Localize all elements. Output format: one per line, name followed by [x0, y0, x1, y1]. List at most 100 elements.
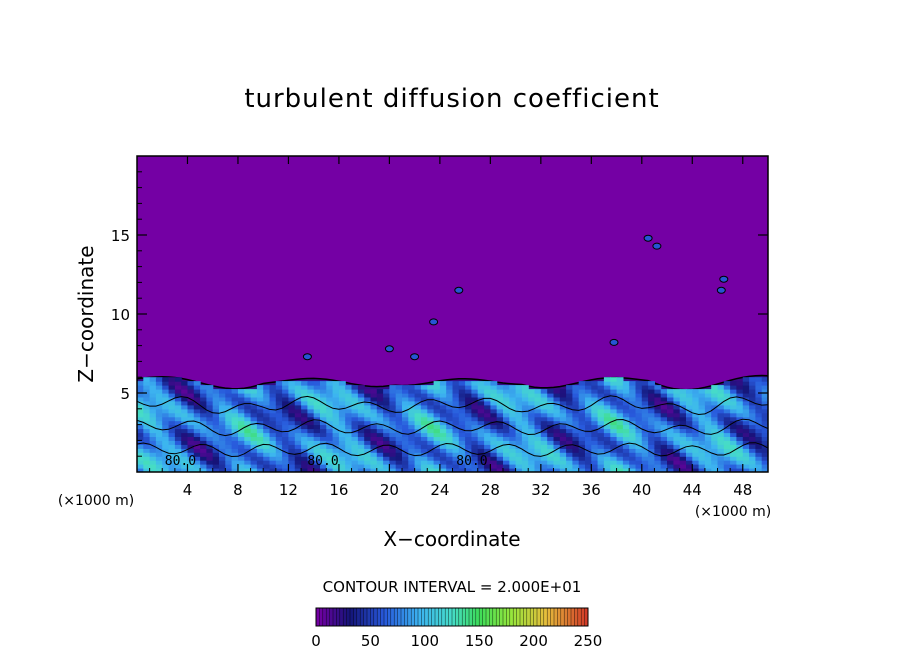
field-cell	[648, 464, 655, 469]
field-cell	[585, 464, 592, 469]
field-cell	[755, 377, 763, 382]
field-cell	[326, 408, 334, 414]
field-cell	[446, 381, 454, 386]
colorbar-tick-label: 200	[519, 632, 548, 650]
field-cell	[484, 436, 491, 441]
field-cell	[711, 468, 719, 472]
field-cell	[187, 393, 195, 398]
field-cell	[238, 428, 245, 434]
field-cell	[345, 416, 353, 422]
field-cell	[206, 464, 214, 469]
field-cell	[193, 424, 201, 430]
y-axis-title: Z−coordinate	[74, 245, 98, 382]
field-cell	[395, 432, 403, 437]
field-cell	[736, 420, 744, 426]
field-cell	[155, 464, 163, 469]
field-cell	[174, 452, 182, 457]
colorbar-segment	[438, 608, 443, 626]
field-cell	[616, 428, 624, 434]
field-cell	[730, 381, 737, 386]
field-cell	[641, 452, 649, 457]
colorbar-segment	[367, 608, 371, 626]
eddy-blob	[652, 242, 662, 250]
field-cell	[484, 381, 491, 386]
field-cell	[263, 416, 271, 422]
field-cell	[755, 468, 763, 472]
field-cell	[534, 460, 542, 465]
field-cell	[294, 460, 302, 465]
field-cell	[238, 400, 245, 406]
field-cell	[143, 436, 151, 441]
field-cell	[193, 393, 201, 398]
field-cell	[174, 460, 182, 465]
field-cell	[332, 416, 340, 422]
field-cell	[616, 393, 624, 398]
field-cell	[540, 440, 548, 445]
field-cell	[578, 452, 586, 457]
field-cell	[402, 396, 409, 402]
field-cell	[717, 408, 725, 414]
field-cell	[711, 404, 719, 410]
field-cell	[698, 400, 706, 406]
field-cell	[294, 464, 302, 469]
field-cell	[256, 389, 264, 394]
field-cell	[149, 468, 157, 472]
field-cell	[667, 468, 674, 472]
field-cell	[313, 412, 321, 418]
field-cell	[427, 444, 435, 449]
field-cell	[503, 393, 510, 398]
field-cell	[503, 452, 510, 457]
field-cell	[477, 412, 485, 418]
field-cell	[326, 464, 334, 469]
field-cell	[603, 428, 611, 434]
field-cell	[376, 436, 384, 441]
field-cell	[585, 385, 592, 390]
field-cell	[250, 428, 258, 434]
field-cell	[566, 440, 573, 445]
field-cell	[326, 468, 334, 472]
field-cell	[553, 416, 561, 422]
field-cell	[521, 416, 529, 422]
field-cell	[433, 381, 441, 386]
contour-labels: 80.0 80.0 80.0	[165, 454, 488, 469]
field-cell	[585, 412, 592, 418]
x-tick-label: 12	[279, 481, 298, 499]
field-cell	[603, 416, 611, 422]
field-cell	[231, 396, 239, 402]
field-cell	[364, 448, 372, 453]
field-cell	[320, 464, 327, 469]
field-cell	[679, 393, 687, 398]
colorbar-segment	[472, 608, 477, 626]
field-cell	[629, 460, 637, 465]
field-cell	[496, 456, 504, 461]
field-cell	[149, 440, 157, 445]
field-cell	[256, 464, 264, 469]
field-cell	[673, 393, 681, 398]
field-cell	[509, 408, 517, 414]
field-cell	[155, 468, 163, 472]
field-cell	[503, 468, 510, 472]
field-cell	[528, 464, 536, 469]
field-cell	[736, 440, 744, 445]
field-cell	[471, 381, 479, 386]
field-cell	[616, 448, 624, 453]
field-cell	[755, 432, 763, 437]
field-cell	[345, 456, 353, 461]
field-cell	[509, 412, 517, 418]
field-cell	[288, 468, 296, 472]
field-cell	[402, 416, 409, 422]
field-cell	[351, 420, 359, 426]
field-cell	[458, 412, 466, 418]
x-tick-label: 20	[380, 481, 399, 499]
field-cell	[503, 448, 510, 453]
field-cell	[723, 420, 731, 426]
field-cell	[610, 468, 618, 472]
field-cell	[761, 428, 768, 434]
field-cell	[174, 404, 182, 410]
field-cell	[370, 393, 378, 398]
field-cell	[603, 468, 611, 472]
field-cell	[660, 452, 668, 457]
field-cell	[585, 428, 592, 434]
field-cell	[376, 393, 384, 398]
field-cell	[137, 389, 144, 394]
